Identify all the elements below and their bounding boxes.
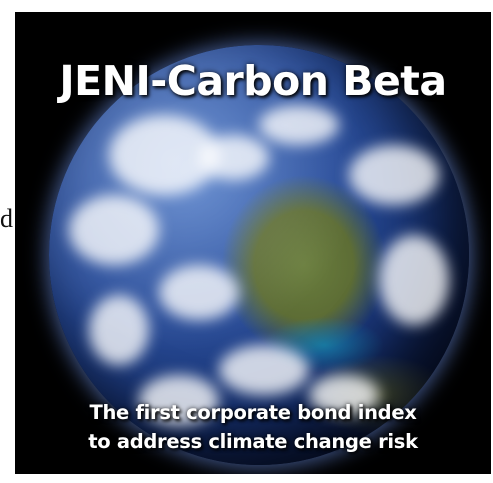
poster-tagline: The first corporate bond index to addres… — [15, 398, 491, 456]
earth-globe-image — [49, 45, 469, 465]
poster-image: JENI-Carbon Beta The first corporate bon… — [15, 12, 491, 474]
tagline-line-2: to address climate change risk — [88, 430, 418, 453]
tagline-line-1: The first corporate bond index — [89, 401, 417, 424]
poster-title: JENI-Carbon Beta — [59, 57, 447, 105]
stray-text-fragment: d — [0, 204, 13, 233]
